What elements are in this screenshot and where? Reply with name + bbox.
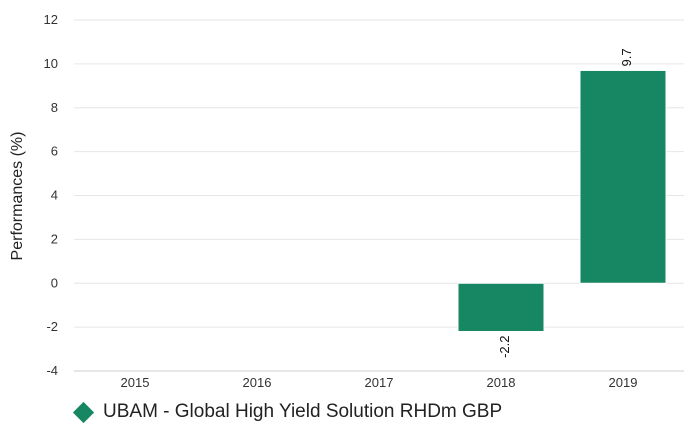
y-tick-label: 10 <box>44 56 58 71</box>
x-tick-label: 2018 <box>487 375 516 390</box>
legend-diamond-icon <box>72 401 95 423</box>
x-tick-label: 2017 <box>365 375 394 390</box>
y-axis-ticks: -4 -2 0 2 4 6 8 10 12 <box>44 12 58 378</box>
legend-series-label: UBAM - Global High Yield Solution RHDm G… <box>103 401 503 422</box>
y-tick-label: 0 <box>51 275 58 290</box>
y-tick-label: 2 <box>51 231 58 246</box>
legend[interactable]: UBAM - Global High Yield Solution RHDm G… <box>72 396 503 428</box>
y-axis-label: Performances (%) <box>9 132 26 261</box>
data-label: 9.7 <box>619 48 634 66</box>
bar-chart: -4 -2 0 2 4 6 8 10 12 2015 2016 2017 2018 2019 -2.2 9… <box>9 12 684 390</box>
x-axis-ticks: 2015 2016 2017 2018 2019 <box>121 375 638 390</box>
x-tick-label: 2015 <box>121 375 150 390</box>
y-tick-label: -2 <box>46 319 58 334</box>
y-tick-label: 12 <box>44 12 58 27</box>
y-tick-label: 8 <box>51 100 58 115</box>
y-tick-label: 4 <box>51 188 58 203</box>
bar-2018[interactable] <box>457 282 545 333</box>
y-tick-label: 6 <box>51 144 58 159</box>
data-labels: -2.2 9.7 <box>497 48 634 358</box>
x-tick-label: 2016 <box>243 375 272 390</box>
grid-lines <box>74 19 684 372</box>
bar-2019[interactable] <box>579 69 667 284</box>
y-tick-label: -4 <box>46 363 58 378</box>
x-tick-label: 2019 <box>609 375 638 390</box>
data-label: -2.2 <box>497 336 512 358</box>
bars <box>457 69 667 333</box>
